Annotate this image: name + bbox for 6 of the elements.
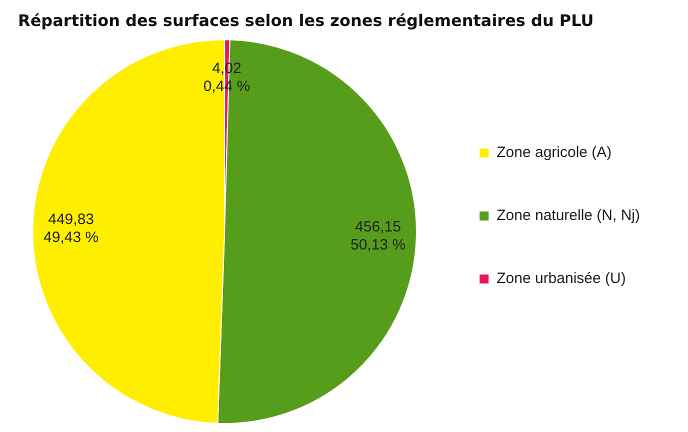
legend-label: Zone urbanisée (U) [496, 270, 626, 288]
data-label: 456,15 50,13 % [350, 218, 406, 254]
legend-label: Zone naturelle (N, Nj) [496, 207, 640, 224]
chart-title: Répartition des surfaces selon les zones réglementaires du PLU [18, 10, 594, 30]
legend-label: Zone agricole (A) [496, 144, 612, 162]
data-label: 449,83 49,43 % [44, 211, 99, 246]
